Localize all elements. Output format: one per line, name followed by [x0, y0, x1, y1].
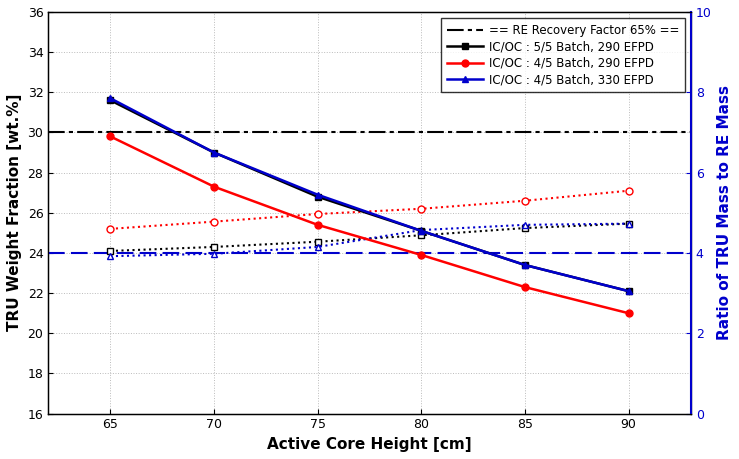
Legend: == RE Recovery Factor 65% ==, IC/OC : 5/5 Batch, 290 EFPD, IC/OC : 4/5 Batch, 29: == RE Recovery Factor 65% ==, IC/OC : 5/… — [441, 18, 685, 92]
Y-axis label: TRU Weight Fraction [wt.%]: TRU Weight Fraction [wt.%] — [7, 94, 22, 331]
Y-axis label: Ratio of TRU Mass to RE Mass: Ratio of TRU Mass to RE Mass — [717, 85, 732, 340]
X-axis label: Active Core Height [cm]: Active Core Height [cm] — [268, 437, 471, 452]
